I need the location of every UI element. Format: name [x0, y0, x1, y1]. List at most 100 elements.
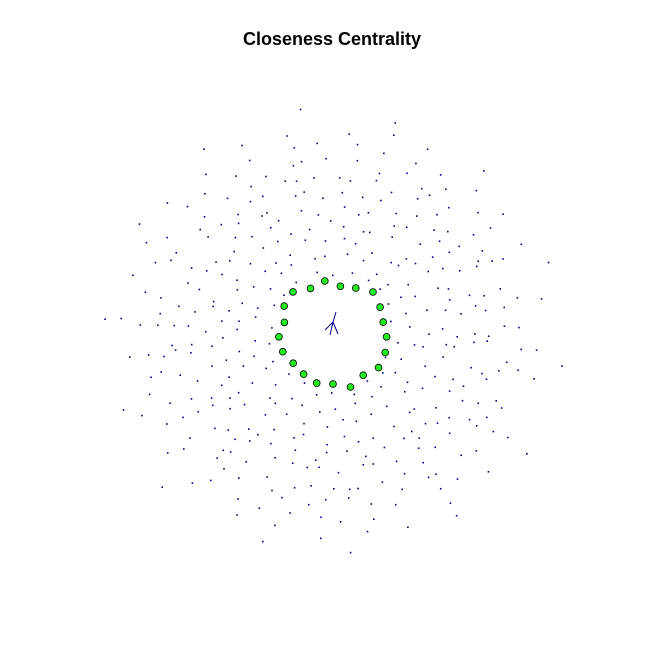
peripheral-node [526, 453, 528, 455]
peripheral-node [407, 526, 409, 528]
peripheral-node [561, 365, 563, 367]
peripheral-node [435, 473, 437, 476]
peripheral-node [486, 340, 488, 342]
peripheral-node [379, 288, 381, 290]
peripheral-node [104, 318, 106, 320]
peripheral-node [378, 172, 381, 175]
peripheral-node [249, 200, 252, 203]
peripheral-node [154, 261, 157, 264]
peripheral-node [265, 175, 267, 178]
peripheral-node [365, 455, 367, 458]
peripheral-node [355, 420, 358, 423]
central-node-layer [275, 277, 391, 391]
peripheral-node [449, 502, 452, 504]
peripheral-node [407, 283, 409, 286]
peripheral-node [315, 394, 318, 396]
peripheral-node [448, 251, 451, 254]
peripheral-node [324, 240, 327, 242]
central-node [278, 347, 287, 356]
peripheral-node [414, 262, 417, 265]
central-node [376, 303, 384, 311]
peripheral-node [404, 391, 406, 393]
peripheral-node [518, 326, 520, 329]
peripheral-node [249, 262, 252, 265]
peripheral-node [468, 294, 471, 297]
peripheral-node [397, 264, 400, 267]
peripheral-node [339, 521, 342, 523]
peripheral-node [241, 144, 243, 147]
peripheral-node [461, 399, 464, 402]
peripheral-node [236, 328, 238, 331]
peripheral-node [439, 487, 442, 490]
peripheral-node [383, 152, 385, 155]
peripheral-node [198, 288, 201, 291]
peripheral-node [186, 205, 189, 208]
peripheral-node [245, 461, 247, 463]
peripheral-node [266, 212, 268, 214]
peripheral-node [254, 316, 257, 318]
peripheral-node [394, 122, 396, 124]
peripheral-node [238, 320, 240, 322]
peripheral-node [462, 385, 465, 387]
peripheral-node [258, 507, 261, 509]
peripheral-node [320, 516, 322, 519]
peripheral-node [433, 229, 435, 231]
peripheral-node [415, 162, 417, 165]
peripheral-node [271, 327, 273, 329]
peripheral-node [288, 373, 290, 375]
peripheral-node [393, 225, 395, 227]
peripheral-node [318, 466, 320, 469]
peripheral-node [256, 307, 259, 309]
peripheral-node [269, 288, 272, 290]
peripheral-node [371, 252, 373, 254]
peripheral-node [453, 345, 455, 348]
peripheral-node [226, 197, 229, 200]
peripheral-node [159, 312, 161, 315]
peripheral-node [356, 143, 359, 146]
peripheral-node [209, 479, 212, 482]
peripheral-node [381, 481, 384, 483]
peripheral-node [120, 317, 122, 320]
peripheral-node [343, 206, 346, 208]
peripheral-node [191, 482, 194, 484]
peripheral-node [341, 191, 344, 194]
peripheral-node [406, 172, 408, 175]
peripheral-node [499, 288, 501, 290]
peripheral-node [477, 402, 479, 405]
peripheral-node [472, 234, 475, 236]
peripheral-node [132, 274, 134, 276]
peripheral-node [424, 422, 427, 425]
peripheral-node [295, 281, 297, 284]
peripheral-node [503, 325, 506, 327]
peripheral-node [314, 459, 317, 461]
central-node [299, 370, 308, 378]
peripheral-node [178, 305, 180, 308]
peripheral-node [317, 214, 320, 216]
peripheral-node [157, 324, 159, 327]
peripheral-node [426, 309, 428, 311]
peripheral-node [400, 358, 402, 360]
peripheral-node [502, 213, 504, 215]
edge [332, 311, 337, 323]
peripheral-node [236, 514, 238, 516]
peripheral-node [349, 180, 352, 182]
peripheral-node [326, 426, 329, 428]
plot-title: Closeness Centrality [242, 29, 422, 49]
peripheral-node [390, 320, 392, 323]
peripheral-node [220, 384, 223, 387]
peripheral-node [277, 240, 279, 243]
peripheral-node [383, 446, 386, 449]
peripheral-node [300, 160, 303, 163]
peripheral-node [401, 488, 403, 491]
peripheral-node [199, 228, 201, 231]
peripheral-node [448, 432, 451, 435]
peripheral-node [182, 416, 184, 419]
peripheral-node [354, 243, 357, 245]
peripheral-node [498, 370, 500, 372]
peripheral-node [424, 365, 426, 368]
peripheral-node [427, 270, 429, 273]
peripheral-node [291, 462, 294, 464]
central-node [289, 359, 298, 368]
peripheral-node [442, 267, 444, 270]
central-node [312, 379, 321, 387]
